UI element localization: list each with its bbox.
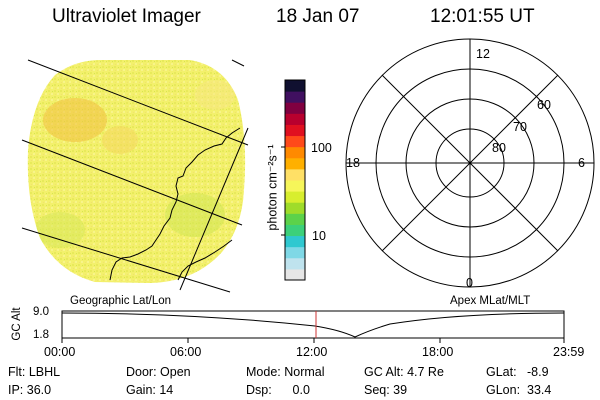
colorbar-segment [285, 102, 305, 114]
colorbar [285, 80, 305, 281]
mlt-label-0: 0 [466, 276, 473, 290]
app-title: Ultraviolet Imager [52, 6, 201, 27]
mlat-label-70: 70 [513, 120, 527, 134]
status-flt: Flt: LBHL [8, 365, 61, 379]
status-seq: Seq: 39 [364, 383, 408, 397]
status-gc-alt: GC Alt: 4.7 Re [364, 365, 444, 379]
colorbar-tick-100: 100 [311, 141, 332, 155]
colorbar-segment [285, 113, 305, 125]
colorbar-segment [285, 202, 305, 214]
colorbar-segment [285, 168, 305, 181]
status-gain: Gain: 14 [126, 383, 174, 397]
time-tick-2359: 23:59 [553, 345, 585, 359]
colorbar-segment [285, 180, 305, 192]
status-glat: GLat: -8.9 [486, 365, 549, 379]
colorbar-segment [285, 124, 305, 137]
status-dsp: Dsp: 0.0 [246, 383, 310, 397]
colorbar-segment [285, 146, 305, 159]
polar-grid [345, 38, 595, 288]
status-mode: Mode: Normal [246, 365, 325, 379]
time-tick-0000: 00:00 [44, 345, 76, 359]
apex-panel-label: Apex MLat/MLT [450, 295, 531, 307]
colorbar-segment [285, 246, 305, 259]
date-readout: 18 Jan 07 [276, 6, 360, 27]
time-tick-1800: 18:00 [422, 345, 454, 359]
gc-alt-bottom-tick: 1.8 [33, 329, 49, 341]
colorbar-segment [285, 157, 305, 170]
time-tick-0600: 06:00 [170, 345, 202, 359]
colorbar-segment [285, 268, 305, 281]
mlt-label-6: 6 [578, 156, 585, 170]
colorbar-segment [285, 135, 305, 148]
colorbar-unit-label: photon cm⁻²s⁻¹ [265, 144, 280, 231]
mlat-label-60: 60 [537, 98, 551, 112]
colorbar-segment [285, 257, 305, 270]
status-door: Door: Open [126, 365, 191, 379]
mlt-label-12: 12 [476, 47, 490, 61]
colorbar-segment [285, 213, 305, 225]
colorbar-segment [285, 91, 305, 103]
colorbar-segment [285, 80, 305, 92]
colorbar-segment [285, 191, 305, 203]
gc-alt-top-tick: 9.0 [33, 306, 49, 318]
status-ip: IP: 36.0 [8, 383, 52, 397]
geographic-panel-label: Geographic Lat/Lon [70, 295, 172, 307]
mlat-label-80: 80 [492, 141, 506, 155]
time-readout: 12:01:55 UT [430, 6, 535, 27]
altitude-strip [61, 310, 565, 343]
geographic-disk [21, 59, 249, 293]
gc-alt-axis-label: GC Alt [11, 307, 23, 341]
time-tick-1200: 12:00 [296, 345, 328, 359]
colorbar-tick-10: 10 [312, 229, 326, 243]
status-glon: GLon: 33.4 [486, 383, 552, 397]
mlt-label-18: 18 [346, 156, 360, 170]
colorbar-segment [285, 224, 305, 237]
colorbar-segment [285, 235, 305, 248]
